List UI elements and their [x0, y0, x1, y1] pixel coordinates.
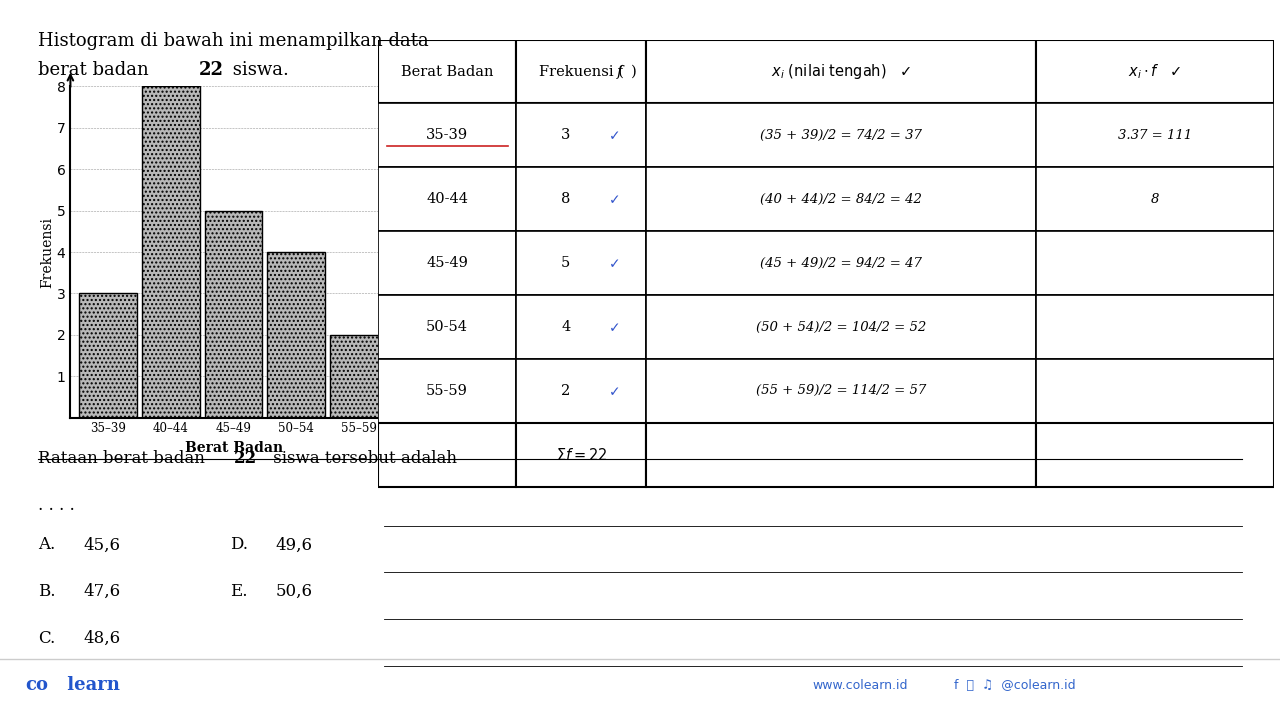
Text: B.: B. — [38, 583, 56, 600]
Text: 50,6: 50,6 — [275, 583, 312, 600]
Text: Rataan berat badan: Rataan berat badan — [38, 450, 210, 467]
Bar — [646, 167, 1036, 231]
Y-axis label: Frekuensi: Frekuensi — [40, 217, 54, 287]
Text: D.: D. — [230, 536, 248, 554]
Bar — [517, 295, 646, 359]
Text: co: co — [26, 677, 49, 694]
Text: $\checkmark$: $\checkmark$ — [608, 256, 620, 270]
Text: $x_i$ (nilai tengah)   $\checkmark$: $x_i$ (nilai tengah) $\checkmark$ — [771, 62, 911, 81]
Text: 22: 22 — [234, 450, 257, 467]
Bar — [378, 40, 517, 104]
Bar — [378, 423, 517, 487]
Text: f  ⓞ  ♫  @colearn.id: f ⓞ ♫ @colearn.id — [954, 679, 1075, 692]
Bar — [1036, 295, 1274, 359]
Text: 45-49: 45-49 — [426, 256, 468, 270]
Bar — [517, 40, 646, 104]
Text: 8: 8 — [561, 192, 571, 207]
Bar — [330, 335, 388, 418]
Bar — [646, 231, 1036, 295]
Text: siswa tersebut adalah: siswa tersebut adalah — [268, 450, 457, 467]
Bar — [1036, 231, 1274, 295]
Text: . . . .: . . . . — [38, 497, 76, 514]
Bar — [517, 167, 646, 231]
Text: Histogram di bawah ini menampilkan data: Histogram di bawah ini menampilkan data — [38, 32, 429, 50]
Text: 4: 4 — [561, 320, 571, 334]
Bar — [517, 104, 646, 167]
Text: 8: 8 — [1151, 193, 1160, 206]
Text: (50 + 54)/2 = 104/2 = 52: (50 + 54)/2 = 104/2 = 52 — [756, 320, 927, 333]
Text: $\checkmark$: $\checkmark$ — [608, 192, 620, 207]
Text: 55-59: 55-59 — [426, 384, 468, 398]
Text: 3.37 = 111: 3.37 = 111 — [1117, 129, 1192, 142]
Text: 5: 5 — [561, 256, 571, 270]
Text: 35-39: 35-39 — [426, 128, 468, 143]
Bar — [1036, 423, 1274, 487]
Bar — [378, 231, 517, 295]
Bar — [1036, 359, 1274, 423]
Text: $\checkmark$: $\checkmark$ — [608, 128, 620, 143]
Text: Berat Badan: Berat Badan — [401, 65, 493, 78]
Bar — [646, 40, 1036, 104]
Text: www.colearn.id: www.colearn.id — [813, 679, 909, 692]
Text: (55 + 59)/2 = 114/2 = 57: (55 + 59)/2 = 114/2 = 57 — [756, 384, 927, 397]
Text: $x_i \cdot f$   $\checkmark$: $x_i \cdot f$ $\checkmark$ — [1128, 62, 1181, 81]
Bar — [378, 295, 517, 359]
Text: (45 + 49)/2 = 94/2 = 47: (45 + 49)/2 = 94/2 = 47 — [760, 257, 922, 270]
Bar — [378, 104, 517, 167]
Text: berat badan: berat badan — [38, 61, 155, 79]
Bar — [517, 423, 646, 487]
Text: $\Sigma f = 22$: $\Sigma f = 22$ — [556, 447, 607, 463]
Bar — [646, 104, 1036, 167]
Bar — [1036, 40, 1274, 104]
Bar — [646, 359, 1036, 423]
Bar — [79, 294, 137, 418]
Text: (40 + 44)/2 = 84/2 = 42: (40 + 44)/2 = 84/2 = 42 — [760, 193, 922, 206]
Bar — [205, 210, 262, 418]
Text: (35 + 39)/2 = 74/2 = 37: (35 + 39)/2 = 74/2 = 37 — [760, 129, 922, 142]
Bar — [517, 231, 646, 295]
Text: E.: E. — [230, 583, 248, 600]
Bar — [517, 359, 646, 423]
Text: C.: C. — [38, 630, 55, 647]
Text: learn: learn — [61, 677, 120, 694]
Bar — [268, 252, 325, 418]
Text: 2: 2 — [561, 384, 571, 398]
Bar — [646, 423, 1036, 487]
Text: A.: A. — [38, 536, 55, 554]
Text: siswa.: siswa. — [227, 61, 288, 79]
Bar — [646, 295, 1036, 359]
Text: 47,6: 47,6 — [83, 583, 120, 600]
Bar — [142, 86, 200, 418]
X-axis label: Berat Badan: Berat Badan — [184, 441, 283, 455]
Text: $\checkmark$: $\checkmark$ — [608, 320, 620, 334]
Text: ): ) — [631, 65, 636, 78]
Text: 50-54: 50-54 — [426, 320, 468, 334]
Text: f: f — [617, 65, 622, 78]
Text: 45,6: 45,6 — [83, 536, 120, 554]
Text: 22: 22 — [198, 61, 224, 79]
Bar — [378, 359, 517, 423]
Text: 40-44: 40-44 — [426, 192, 468, 207]
Text: Frekuensi (: Frekuensi ( — [539, 65, 623, 78]
Bar — [1036, 104, 1274, 167]
Text: $\checkmark$: $\checkmark$ — [608, 384, 620, 398]
Text: 49,6: 49,6 — [275, 536, 312, 554]
Bar — [378, 167, 517, 231]
Text: 48,6: 48,6 — [83, 630, 120, 647]
Text: 3: 3 — [561, 128, 571, 143]
Bar — [1036, 167, 1274, 231]
